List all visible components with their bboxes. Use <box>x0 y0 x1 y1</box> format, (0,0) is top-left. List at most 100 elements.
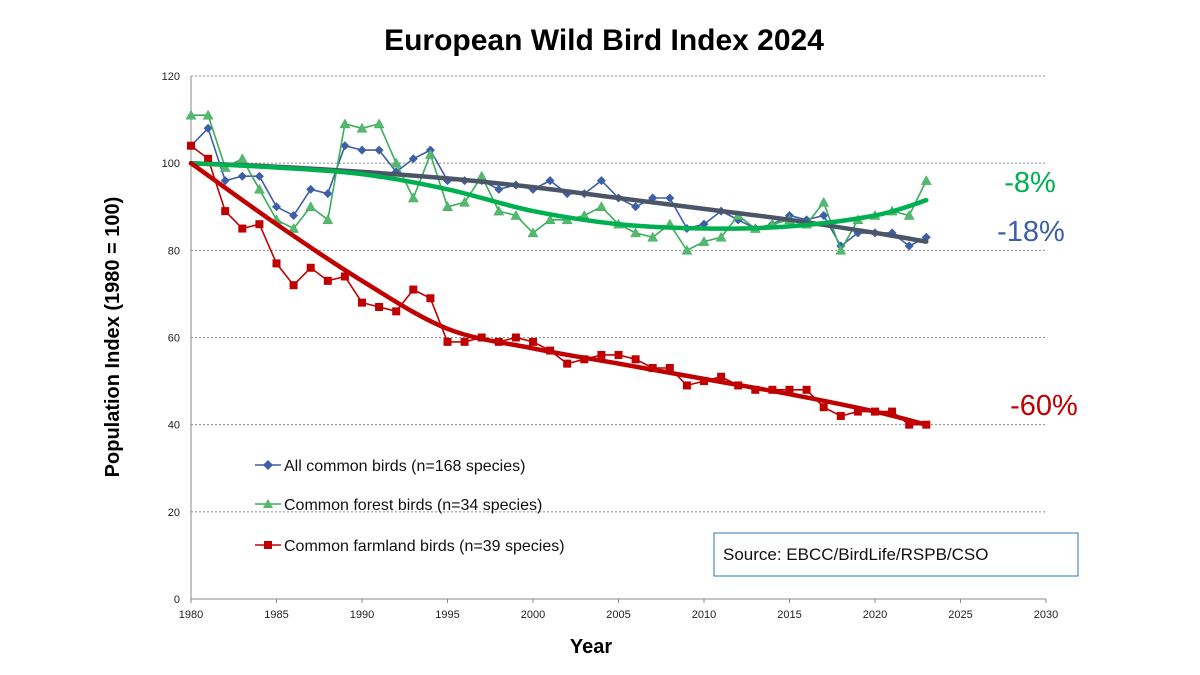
data-point <box>272 202 281 212</box>
legend-label-farmland-birds: Common farmland birds (n=39 species) <box>284 538 565 555</box>
data-point <box>835 244 847 255</box>
data-point <box>818 196 830 207</box>
data-point <box>647 231 659 242</box>
data-point <box>392 307 401 316</box>
data-point <box>665 364 674 373</box>
data-point <box>357 145 367 155</box>
data-point <box>253 183 265 194</box>
data-point <box>597 350 606 359</box>
legend-marker-farmland-birds <box>264 541 272 549</box>
data-point <box>238 224 247 233</box>
series-line-forest-birds <box>191 114 928 253</box>
source-box: Source: EBCC/BirdLife/RSPB/CSO <box>713 532 1079 577</box>
x-tick-label: 2030 <box>1034 609 1058 621</box>
data-point <box>904 241 914 251</box>
data-point <box>785 385 794 394</box>
data-point <box>493 205 505 216</box>
data-point <box>220 176 230 186</box>
data-point <box>255 220 264 229</box>
chart-title: European Wild Bird Index 2024 <box>384 24 824 57</box>
data-point <box>920 175 932 185</box>
trend-line-forest-birds <box>188 160 929 231</box>
data-point <box>408 154 418 164</box>
x-tick-label: 2020 <box>863 609 887 621</box>
x-axis-title: Year <box>570 636 612 658</box>
data-point <box>545 176 555 186</box>
data-point <box>494 184 504 194</box>
data-point <box>819 403 828 412</box>
y-tick-label: 20 <box>168 507 180 519</box>
data-point <box>203 123 213 133</box>
y-tick-label: 120 <box>162 71 180 83</box>
data-point <box>544 214 556 225</box>
data-point <box>715 231 727 242</box>
data-point <box>254 171 264 181</box>
data-point <box>204 154 213 163</box>
data-point <box>460 337 469 346</box>
data-point <box>819 210 829 220</box>
x-tick-label: 2010 <box>692 609 716 621</box>
data-point <box>288 223 300 233</box>
legend-marker-forest-birds <box>263 499 273 508</box>
data-point <box>202 109 214 120</box>
data-point <box>614 350 623 359</box>
legend-label-all-birds: All common birds (n=168 species) <box>284 458 525 475</box>
data-point <box>903 209 915 220</box>
x-tick-labels: 1980 1985 1990 1995 2000 2005 2010 2015 2020 2025… <box>179 599 1058 621</box>
data-point <box>905 420 914 429</box>
legend-entry-farmland-birds: Common farmland birds (n=39 species) <box>255 538 565 555</box>
data-point <box>563 359 572 368</box>
data-point <box>596 176 606 186</box>
data-point <box>289 281 298 290</box>
series-layer <box>185 109 932 429</box>
legend-marker-all-birds <box>263 460 273 470</box>
y-tick-label: 60 <box>168 333 180 345</box>
data-point <box>237 171 247 181</box>
data-point <box>305 201 317 211</box>
data-point <box>236 153 248 164</box>
data-point <box>358 298 366 307</box>
data-point <box>221 207 230 216</box>
series-farmland-birds <box>187 141 931 429</box>
x-tick-label: 2015 <box>777 609 801 621</box>
data-point <box>717 372 726 381</box>
x-tick-label: 1985 <box>264 609 288 621</box>
x-tick-label: 1980 <box>179 609 203 621</box>
trend-layer <box>188 160 929 427</box>
data-point <box>442 201 453 211</box>
gridlines <box>191 75 1046 513</box>
data-point <box>340 141 350 151</box>
data-point <box>888 407 897 416</box>
data-point <box>323 276 332 285</box>
data-point <box>340 272 349 281</box>
data-point <box>424 148 436 159</box>
data-point <box>409 285 418 294</box>
data-point <box>853 407 862 416</box>
data-point <box>682 381 691 390</box>
data-point <box>339 118 351 129</box>
change-label-farmland: -60% <box>1010 390 1078 422</box>
source-text: Source: EBCC/BirdLife/RSPB/CSO <box>723 545 988 564</box>
data-point <box>272 259 281 268</box>
data-point <box>185 109 197 120</box>
series-line-all-birds <box>190 126 927 248</box>
data-point <box>443 337 452 346</box>
data-point <box>374 145 384 155</box>
legend-label-forest-birds: Common forest birds (n=34 species) <box>284 497 542 514</box>
x-tick-label: 2000 <box>521 609 545 621</box>
data-point <box>510 209 522 220</box>
data-point <box>375 302 384 311</box>
x-tick-label: 2025 <box>948 609 972 621</box>
data-point <box>426 294 435 303</box>
data-point <box>511 333 520 342</box>
data-point <box>698 236 710 246</box>
data-point <box>289 210 299 220</box>
y-tick-label: 40 <box>168 420 180 432</box>
data-point <box>681 244 693 255</box>
data-point <box>529 337 537 346</box>
data-point <box>373 118 385 129</box>
y-tick-labels: 0 20 40 60 80 100 120 <box>162 71 180 606</box>
legend: All common birds (n=168 species) Common … <box>255 458 565 555</box>
series-forest-birds <box>185 109 932 255</box>
y-tick-label: 80 <box>168 245 180 257</box>
